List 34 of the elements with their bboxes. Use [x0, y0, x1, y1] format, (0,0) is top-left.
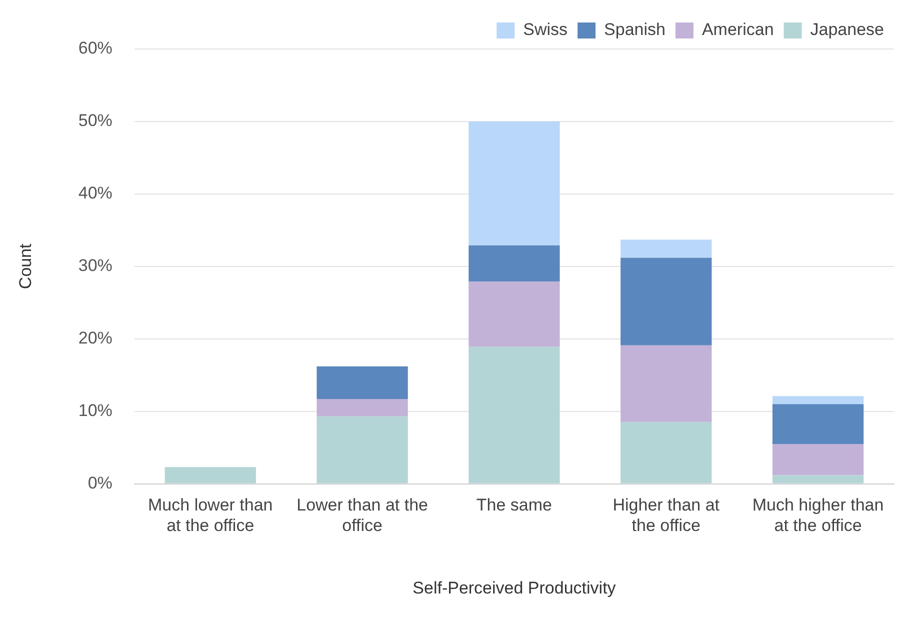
bar [772, 444, 864, 476]
bar [620, 422, 712, 484]
bar [468, 121, 560, 246]
bar [468, 282, 560, 347]
x-tick-label: Much higher than at the office [752, 496, 884, 536]
legend-label: Swiss [523, 20, 568, 40]
x-tick-label: Lower than at the office [296, 496, 428, 536]
legend-label: American [702, 20, 774, 40]
y-tick-label: 20% [78, 328, 112, 348]
bar [620, 240, 712, 258]
x-tick-label: The same [476, 496, 552, 515]
bar [772, 396, 864, 404]
legend-label: Spanish [604, 20, 666, 40]
y-tick-label: 60% [78, 38, 112, 58]
y-tick-label: 0% [88, 473, 112, 492]
x-tick-label: Much lower than at the office [148, 496, 273, 536]
y-tick-label: 10% [78, 401, 112, 420]
bar [316, 366, 408, 400]
y-axis-title: Count [16, 243, 35, 290]
bar [772, 404, 864, 444]
bar [468, 346, 560, 484]
bar [316, 399, 408, 416]
bar [620, 258, 712, 346]
bar [772, 475, 864, 484]
bar [468, 245, 560, 282]
x-axis-title: Self-Perceived Productivity [412, 578, 616, 598]
bar [164, 467, 256, 484]
y-tick-label: 40% [78, 184, 112, 203]
bar [620, 345, 712, 422]
y-tick-label: 30% [78, 256, 112, 276]
legend-label: Japanese [810, 20, 884, 40]
y-tick-label: 50% [78, 111, 112, 130]
x-tick-label: Higher than at the office [612, 496, 720, 536]
bar [316, 416, 408, 484]
